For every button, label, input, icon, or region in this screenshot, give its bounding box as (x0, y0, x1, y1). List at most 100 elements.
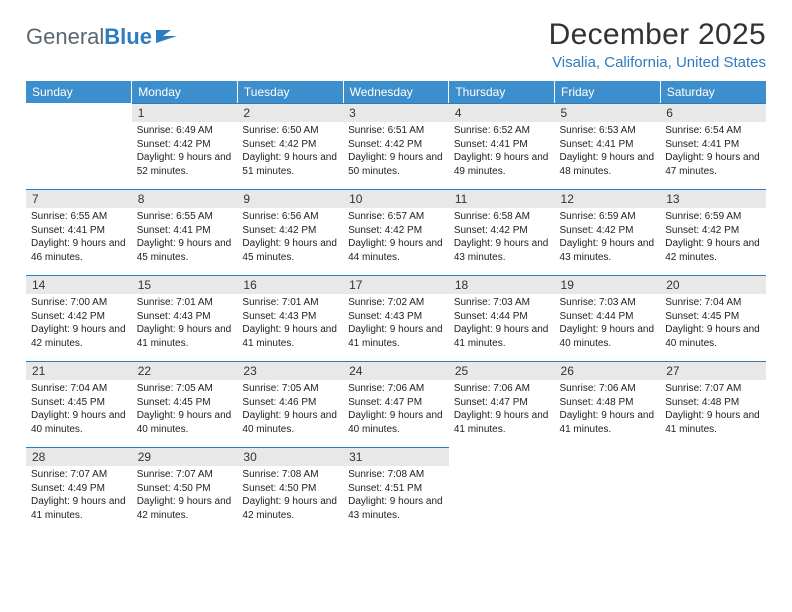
day-number: 18 (449, 275, 555, 294)
day-content: Sunrise: 7:00 AMSunset: 4:42 PMDaylight:… (26, 294, 132, 354)
calendar-cell: 23Sunrise: 7:05 AMSunset: 4:46 PMDayligh… (237, 361, 343, 447)
calendar-cell: 12Sunrise: 6:59 AMSunset: 4:42 PMDayligh… (555, 189, 661, 275)
day-content: Sunrise: 7:01 AMSunset: 4:43 PMDaylight:… (237, 294, 343, 354)
calendar-cell: 17Sunrise: 7:02 AMSunset: 4:43 PMDayligh… (343, 275, 449, 361)
calendar-cell: 13Sunrise: 6:59 AMSunset: 4:42 PMDayligh… (660, 189, 766, 275)
day-number: 7 (26, 189, 132, 208)
calendar-cell: 4Sunrise: 6:52 AMSunset: 4:41 PMDaylight… (449, 103, 555, 189)
day-number: 15 (132, 275, 238, 294)
day-header: Wednesday (343, 81, 449, 103)
day-content: Sunrise: 6:59 AMSunset: 4:42 PMDaylight:… (555, 208, 661, 268)
day-number: 10 (343, 189, 449, 208)
day-content: Sunrise: 7:06 AMSunset: 4:47 PMDaylight:… (449, 380, 555, 440)
day-header: Tuesday (237, 81, 343, 103)
day-content: Sunrise: 7:05 AMSunset: 4:45 PMDaylight:… (132, 380, 238, 440)
day-number: 25 (449, 361, 555, 380)
logo: GeneralBlue (26, 24, 179, 50)
day-content: Sunrise: 7:03 AMSunset: 4:44 PMDaylight:… (449, 294, 555, 354)
calendar-week-row: 14Sunrise: 7:00 AMSunset: 4:42 PMDayligh… (26, 275, 766, 361)
days-of-week-row: SundayMondayTuesdayWednesdayThursdayFrid… (26, 81, 766, 103)
calendar-cell: 3Sunrise: 6:51 AMSunset: 4:42 PMDaylight… (343, 103, 449, 189)
calendar-cell (555, 447, 661, 533)
day-number: 26 (555, 361, 661, 380)
calendar-cell: 25Sunrise: 7:06 AMSunset: 4:47 PMDayligh… (449, 361, 555, 447)
calendar-cell: 2Sunrise: 6:50 AMSunset: 4:42 PMDaylight… (237, 103, 343, 189)
calendar-cell: 8Sunrise: 6:55 AMSunset: 4:41 PMDaylight… (132, 189, 238, 275)
day-content: Sunrise: 6:56 AMSunset: 4:42 PMDaylight:… (237, 208, 343, 268)
day-content: Sunrise: 7:03 AMSunset: 4:44 PMDaylight:… (555, 294, 661, 354)
calendar-cell: 30Sunrise: 7:08 AMSunset: 4:50 PMDayligh… (237, 447, 343, 533)
day-number: 3 (343, 103, 449, 122)
day-header: Friday (555, 81, 661, 103)
flag-icon (155, 27, 179, 45)
calendar-cell: 16Sunrise: 7:01 AMSunset: 4:43 PMDayligh… (237, 275, 343, 361)
location: Visalia, California, United States (549, 54, 766, 71)
day-number: 27 (660, 361, 766, 380)
day-header: Sunday (26, 81, 132, 103)
day-content: Sunrise: 7:07 AMSunset: 4:48 PMDaylight:… (660, 380, 766, 440)
day-number: 5 (555, 103, 661, 122)
day-content: Sunrise: 6:53 AMSunset: 4:41 PMDaylight:… (555, 122, 661, 182)
day-header: Thursday (449, 81, 555, 103)
day-content: Sunrise: 6:58 AMSunset: 4:42 PMDaylight:… (449, 208, 555, 268)
day-number: 20 (660, 275, 766, 294)
day-content: Sunrise: 7:06 AMSunset: 4:47 PMDaylight:… (343, 380, 449, 440)
day-content: Sunrise: 6:51 AMSunset: 4:42 PMDaylight:… (343, 122, 449, 182)
day-content: Sunrise: 7:01 AMSunset: 4:43 PMDaylight:… (132, 294, 238, 354)
calendar-cell: 26Sunrise: 7:06 AMSunset: 4:48 PMDayligh… (555, 361, 661, 447)
day-content: Sunrise: 6:55 AMSunset: 4:41 PMDaylight:… (132, 208, 238, 268)
calendar-cell: 29Sunrise: 7:07 AMSunset: 4:50 PMDayligh… (132, 447, 238, 533)
day-number: 4 (449, 103, 555, 122)
day-header: Saturday (660, 81, 766, 103)
calendar-cell: 28Sunrise: 7:07 AMSunset: 4:49 PMDayligh… (26, 447, 132, 533)
day-number: 9 (237, 189, 343, 208)
calendar-cell: 5Sunrise: 6:53 AMSunset: 4:41 PMDaylight… (555, 103, 661, 189)
day-number: 19 (555, 275, 661, 294)
calendar-cell (449, 447, 555, 533)
day-content: Sunrise: 7:02 AMSunset: 4:43 PMDaylight:… (343, 294, 449, 354)
day-number: 16 (237, 275, 343, 294)
day-number: 11 (449, 189, 555, 208)
calendar-cell: 7Sunrise: 6:55 AMSunset: 4:41 PMDaylight… (26, 189, 132, 275)
day-content: Sunrise: 6:52 AMSunset: 4:41 PMDaylight:… (449, 122, 555, 182)
day-number: 23 (237, 361, 343, 380)
calendar-cell: 14Sunrise: 7:00 AMSunset: 4:42 PMDayligh… (26, 275, 132, 361)
day-number: 12 (555, 189, 661, 208)
header: GeneralBlue December 2025 Visalia, Calif… (26, 18, 766, 71)
day-number: 13 (660, 189, 766, 208)
calendar-cell: 20Sunrise: 7:04 AMSunset: 4:45 PMDayligh… (660, 275, 766, 361)
calendar-week-row: 1Sunrise: 6:49 AMSunset: 4:42 PMDaylight… (26, 103, 766, 189)
day-number: 8 (132, 189, 238, 208)
calendar-cell: 1Sunrise: 6:49 AMSunset: 4:42 PMDaylight… (132, 103, 238, 189)
calendar-table: SundayMondayTuesdayWednesdayThursdayFrid… (26, 81, 766, 533)
day-number: 28 (26, 447, 132, 466)
day-number: 1 (132, 103, 238, 122)
day-number: 17 (343, 275, 449, 294)
title-block: December 2025 Visalia, California, Unite… (549, 18, 766, 71)
day-number: 24 (343, 361, 449, 380)
day-content: Sunrise: 7:06 AMSunset: 4:48 PMDaylight:… (555, 380, 661, 440)
day-number: 14 (26, 275, 132, 294)
logo-text-general: General (26, 24, 104, 50)
calendar-cell: 6Sunrise: 6:54 AMSunset: 4:41 PMDaylight… (660, 103, 766, 189)
day-number: 6 (660, 103, 766, 122)
day-number: 29 (132, 447, 238, 466)
calendar-body: 1Sunrise: 6:49 AMSunset: 4:42 PMDaylight… (26, 103, 766, 533)
day-number: 31 (343, 447, 449, 466)
calendar-cell (26, 103, 132, 189)
calendar-week-row: 28Sunrise: 7:07 AMSunset: 4:49 PMDayligh… (26, 447, 766, 533)
day-content: Sunrise: 7:04 AMSunset: 4:45 PMDaylight:… (660, 294, 766, 354)
calendar-cell: 21Sunrise: 7:04 AMSunset: 4:45 PMDayligh… (26, 361, 132, 447)
day-content: Sunrise: 7:08 AMSunset: 4:50 PMDaylight:… (237, 466, 343, 526)
day-header: Monday (132, 81, 238, 103)
day-content: Sunrise: 7:08 AMSunset: 4:51 PMDaylight:… (343, 466, 449, 526)
month-title: December 2025 (549, 18, 766, 52)
calendar-cell: 11Sunrise: 6:58 AMSunset: 4:42 PMDayligh… (449, 189, 555, 275)
day-content: Sunrise: 6:55 AMSunset: 4:41 PMDaylight:… (26, 208, 132, 268)
calendar-cell: 18Sunrise: 7:03 AMSunset: 4:44 PMDayligh… (449, 275, 555, 361)
calendar-cell: 22Sunrise: 7:05 AMSunset: 4:45 PMDayligh… (132, 361, 238, 447)
calendar-cell (660, 447, 766, 533)
day-number: 22 (132, 361, 238, 380)
calendar-cell: 10Sunrise: 6:57 AMSunset: 4:42 PMDayligh… (343, 189, 449, 275)
calendar-week-row: 7Sunrise: 6:55 AMSunset: 4:41 PMDaylight… (26, 189, 766, 275)
